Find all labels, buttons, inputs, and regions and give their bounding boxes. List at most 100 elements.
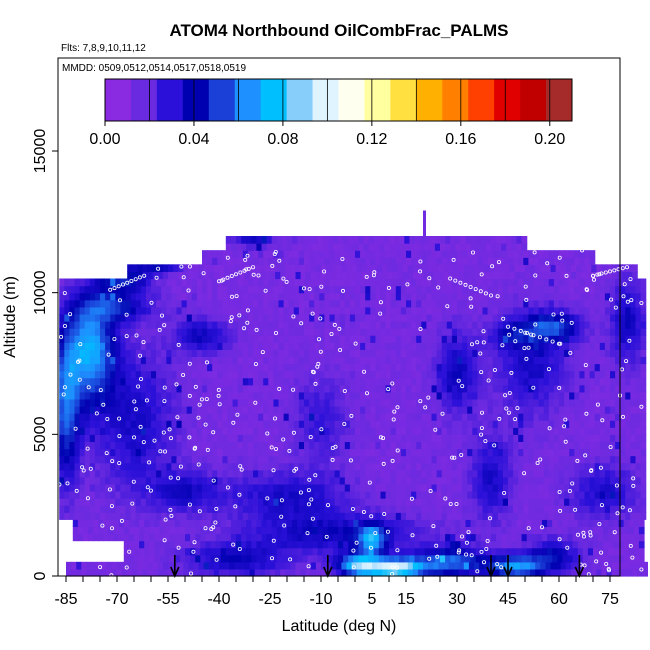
heatmap-cell xyxy=(411,328,417,336)
heatmap-cell xyxy=(253,349,259,358)
heatmap-cell xyxy=(186,491,193,499)
heatmap-cell xyxy=(603,547,609,556)
heatmap-cell xyxy=(288,498,295,506)
heatmap-cell xyxy=(525,271,531,280)
heatmap-cell xyxy=(538,413,545,421)
heatmap-cell xyxy=(101,568,108,577)
heatmap-cell xyxy=(202,420,208,428)
heatmap-cell xyxy=(203,271,210,280)
heatmap-cell xyxy=(603,519,609,528)
heatmap-cell xyxy=(130,377,137,386)
heatmap-cell xyxy=(487,321,494,329)
heatmap-cell xyxy=(446,313,453,322)
heatmap-cell xyxy=(630,349,637,358)
heatmap-cell xyxy=(399,547,405,556)
heatmap-cell xyxy=(288,306,295,315)
heatmap-cell xyxy=(247,476,254,485)
heatmap-cell xyxy=(344,328,351,336)
heatmap-cell xyxy=(467,420,473,428)
heatmap-cell xyxy=(271,547,278,556)
heatmap-cell xyxy=(217,505,223,513)
heatmap-cell xyxy=(79,363,86,372)
heatmap-cell xyxy=(222,505,229,513)
heatmap-cell xyxy=(426,427,433,435)
heatmap-cell xyxy=(431,299,438,308)
heatmap-cell xyxy=(390,363,397,372)
heatmap-cell xyxy=(297,519,303,528)
heatmap-cell xyxy=(196,434,203,443)
heatmap-cell xyxy=(593,526,599,535)
heatmap-cell xyxy=(181,505,188,513)
heatmap-cell xyxy=(560,568,567,577)
heatmap-cell xyxy=(344,427,351,435)
heatmap-cell xyxy=(502,427,509,435)
heatmap-cell xyxy=(344,306,351,315)
heatmap-cell xyxy=(190,526,196,535)
heatmap-cell xyxy=(339,427,346,435)
heatmap-cell xyxy=(205,540,212,549)
heatmap-cell xyxy=(479,271,485,280)
heatmap-cell xyxy=(441,398,448,407)
heatmap-cell xyxy=(253,512,259,520)
heatmap-cell xyxy=(130,491,137,499)
heatmap-cell xyxy=(156,413,162,421)
heatmap-cell xyxy=(446,420,453,428)
heatmap-cell xyxy=(375,321,382,329)
heatmap-cell xyxy=(553,356,560,365)
heatmap-cell xyxy=(110,491,116,499)
heatmap-cell xyxy=(169,526,176,535)
heatmap-cell xyxy=(395,285,402,294)
heatmap-cell xyxy=(390,285,397,294)
heatmap-cell xyxy=(166,384,172,393)
heatmap-cell xyxy=(135,391,142,400)
heatmap-cell xyxy=(263,342,269,350)
heatmap-cell xyxy=(557,519,563,528)
heatmap-cell xyxy=(513,363,519,372)
heatmap-cell xyxy=(161,342,167,350)
heatmap-cell xyxy=(620,483,626,492)
heatmap-cell xyxy=(227,321,234,329)
heatmap-cell xyxy=(581,561,587,570)
heatmap-cell xyxy=(120,455,127,464)
heatmap-cell xyxy=(395,363,402,372)
heatmap-cell xyxy=(394,519,400,528)
heatmap-cell xyxy=(389,554,395,563)
heatmap-cell xyxy=(368,554,375,563)
heatmap-cell xyxy=(472,441,478,450)
heatmap-cell xyxy=(166,321,172,329)
heatmap-cell xyxy=(390,462,397,471)
heatmap-cell xyxy=(564,349,570,358)
heatmap-cell xyxy=(344,321,351,329)
heatmap-cell xyxy=(288,342,295,350)
heatmap-cell xyxy=(139,540,145,549)
heatmap-cell xyxy=(329,427,336,435)
heatmap-cell xyxy=(436,448,443,457)
heatmap-cell xyxy=(137,271,144,280)
heatmap-cell xyxy=(74,299,81,308)
heatmap-cell xyxy=(630,469,637,478)
heatmap-cell xyxy=(334,420,341,428)
heatmap-cell xyxy=(288,391,295,400)
heatmap-cell xyxy=(343,547,349,556)
heatmap-cell xyxy=(263,448,269,457)
heatmap-cell xyxy=(292,533,298,542)
heatmap-cell xyxy=(84,299,91,308)
heatmap-cell xyxy=(79,278,86,287)
heatmap-cell xyxy=(436,342,443,350)
heatmap-cell xyxy=(196,427,203,435)
heatmap-cell xyxy=(569,363,575,372)
heatmap-cell xyxy=(531,519,538,528)
heatmap-cell xyxy=(319,406,325,414)
heatmap-cell xyxy=(373,533,380,542)
heatmap-cell xyxy=(94,512,101,520)
heatmap-cell xyxy=(140,469,147,478)
heatmap-cell xyxy=(370,483,376,492)
heatmap-cell xyxy=(222,328,229,336)
heatmap-cell xyxy=(638,519,645,528)
heatmap-cell xyxy=(443,264,450,273)
heatmap-cell xyxy=(535,271,541,280)
heatmap-cell xyxy=(530,561,536,570)
heatmap-cell xyxy=(620,328,626,336)
heatmap-cell xyxy=(263,476,269,485)
heatmap-cell xyxy=(140,278,147,287)
